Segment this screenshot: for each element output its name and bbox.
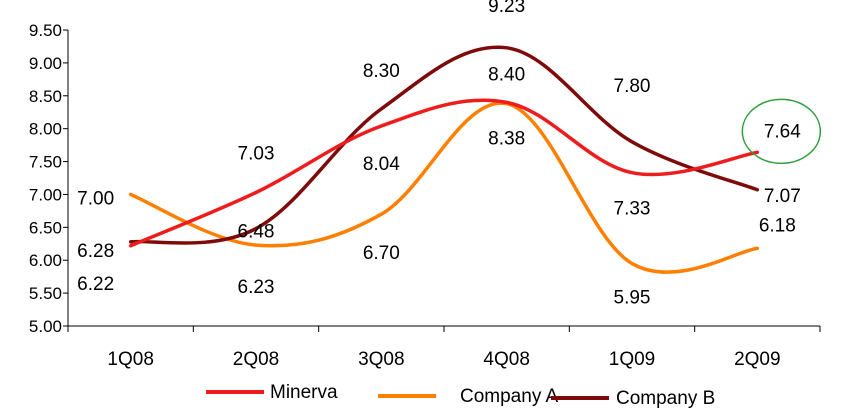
- data-label: 8.40: [488, 64, 525, 85]
- x-tick-label: 4Q08: [483, 349, 529, 370]
- y-tick-label: 7.50: [29, 153, 62, 172]
- data-label: 6.28: [77, 241, 114, 262]
- data-label: 7.07: [764, 186, 801, 207]
- highlight-circle: [741, 98, 822, 165]
- y-tick-label: 6.50: [29, 218, 62, 237]
- y-tick-label: 9.50: [29, 21, 62, 40]
- y-axis: 5.00 5.50 6.00 6.50 7.00 7.50 8.00 8.50 9.00 9.50: [29, 21, 69, 336]
- x-tick-label: 1Q09: [609, 349, 655, 370]
- y-tick-label: 7.00: [29, 185, 62, 204]
- x-tick-label: 2Q09: [734, 349, 780, 370]
- data-label: 7.80: [614, 76, 651, 97]
- data-label: 6.22: [77, 274, 114, 295]
- data-label: 6.23: [238, 277, 275, 298]
- data-label: 8.04: [363, 154, 400, 175]
- data-label: 7.33: [614, 199, 651, 220]
- data-label: 9.23: [488, 0, 525, 17]
- data-label: 8.38: [488, 129, 525, 150]
- legend: Minerva Company A Company B: [206, 382, 715, 409]
- legend-label: Company B: [616, 388, 715, 409]
- series-lines: [128, 45, 760, 274]
- y-tick-label: 5.00: [29, 317, 62, 336]
- y-tick-label: 6.00: [29, 251, 62, 270]
- data-label: 7.64: [764, 121, 801, 142]
- data-label: 7.00: [77, 188, 114, 209]
- data-label: 6.48: [238, 222, 275, 243]
- highlight-marker: [741, 98, 822, 165]
- data-labels: 6.22 7.03 8.04 8.40 7.33 7.64 7.00 6.23 6.70 8.38…: [77, 0, 801, 309]
- legend-label: Company A: [460, 386, 559, 407]
- series-line-minerva: [128, 98, 760, 248]
- data-label: 5.95: [614, 288, 651, 309]
- data-label: 7.03: [238, 143, 275, 164]
- data-label: 8.30: [363, 61, 400, 82]
- y-tick-label: 8.00: [29, 120, 62, 139]
- x-axis: 1Q08 2Q08 3Q08 4Q08 1Q09 2Q09: [67, 325, 821, 370]
- legend-label: Minerva: [270, 382, 338, 403]
- series-line-company-b: [128, 45, 760, 245]
- y-tick-label: 5.50: [29, 284, 62, 303]
- x-tick-label: 3Q08: [358, 349, 404, 370]
- x-tick-label: 1Q08: [107, 349, 153, 370]
- data-label: 6.18: [759, 215, 796, 236]
- x-tick-label: 2Q08: [233, 349, 279, 370]
- data-label: 6.70: [363, 243, 400, 264]
- series-line-company-a: [128, 101, 760, 274]
- y-tick-label: 8.50: [29, 87, 62, 106]
- y-tick-label: 9.00: [29, 54, 62, 73]
